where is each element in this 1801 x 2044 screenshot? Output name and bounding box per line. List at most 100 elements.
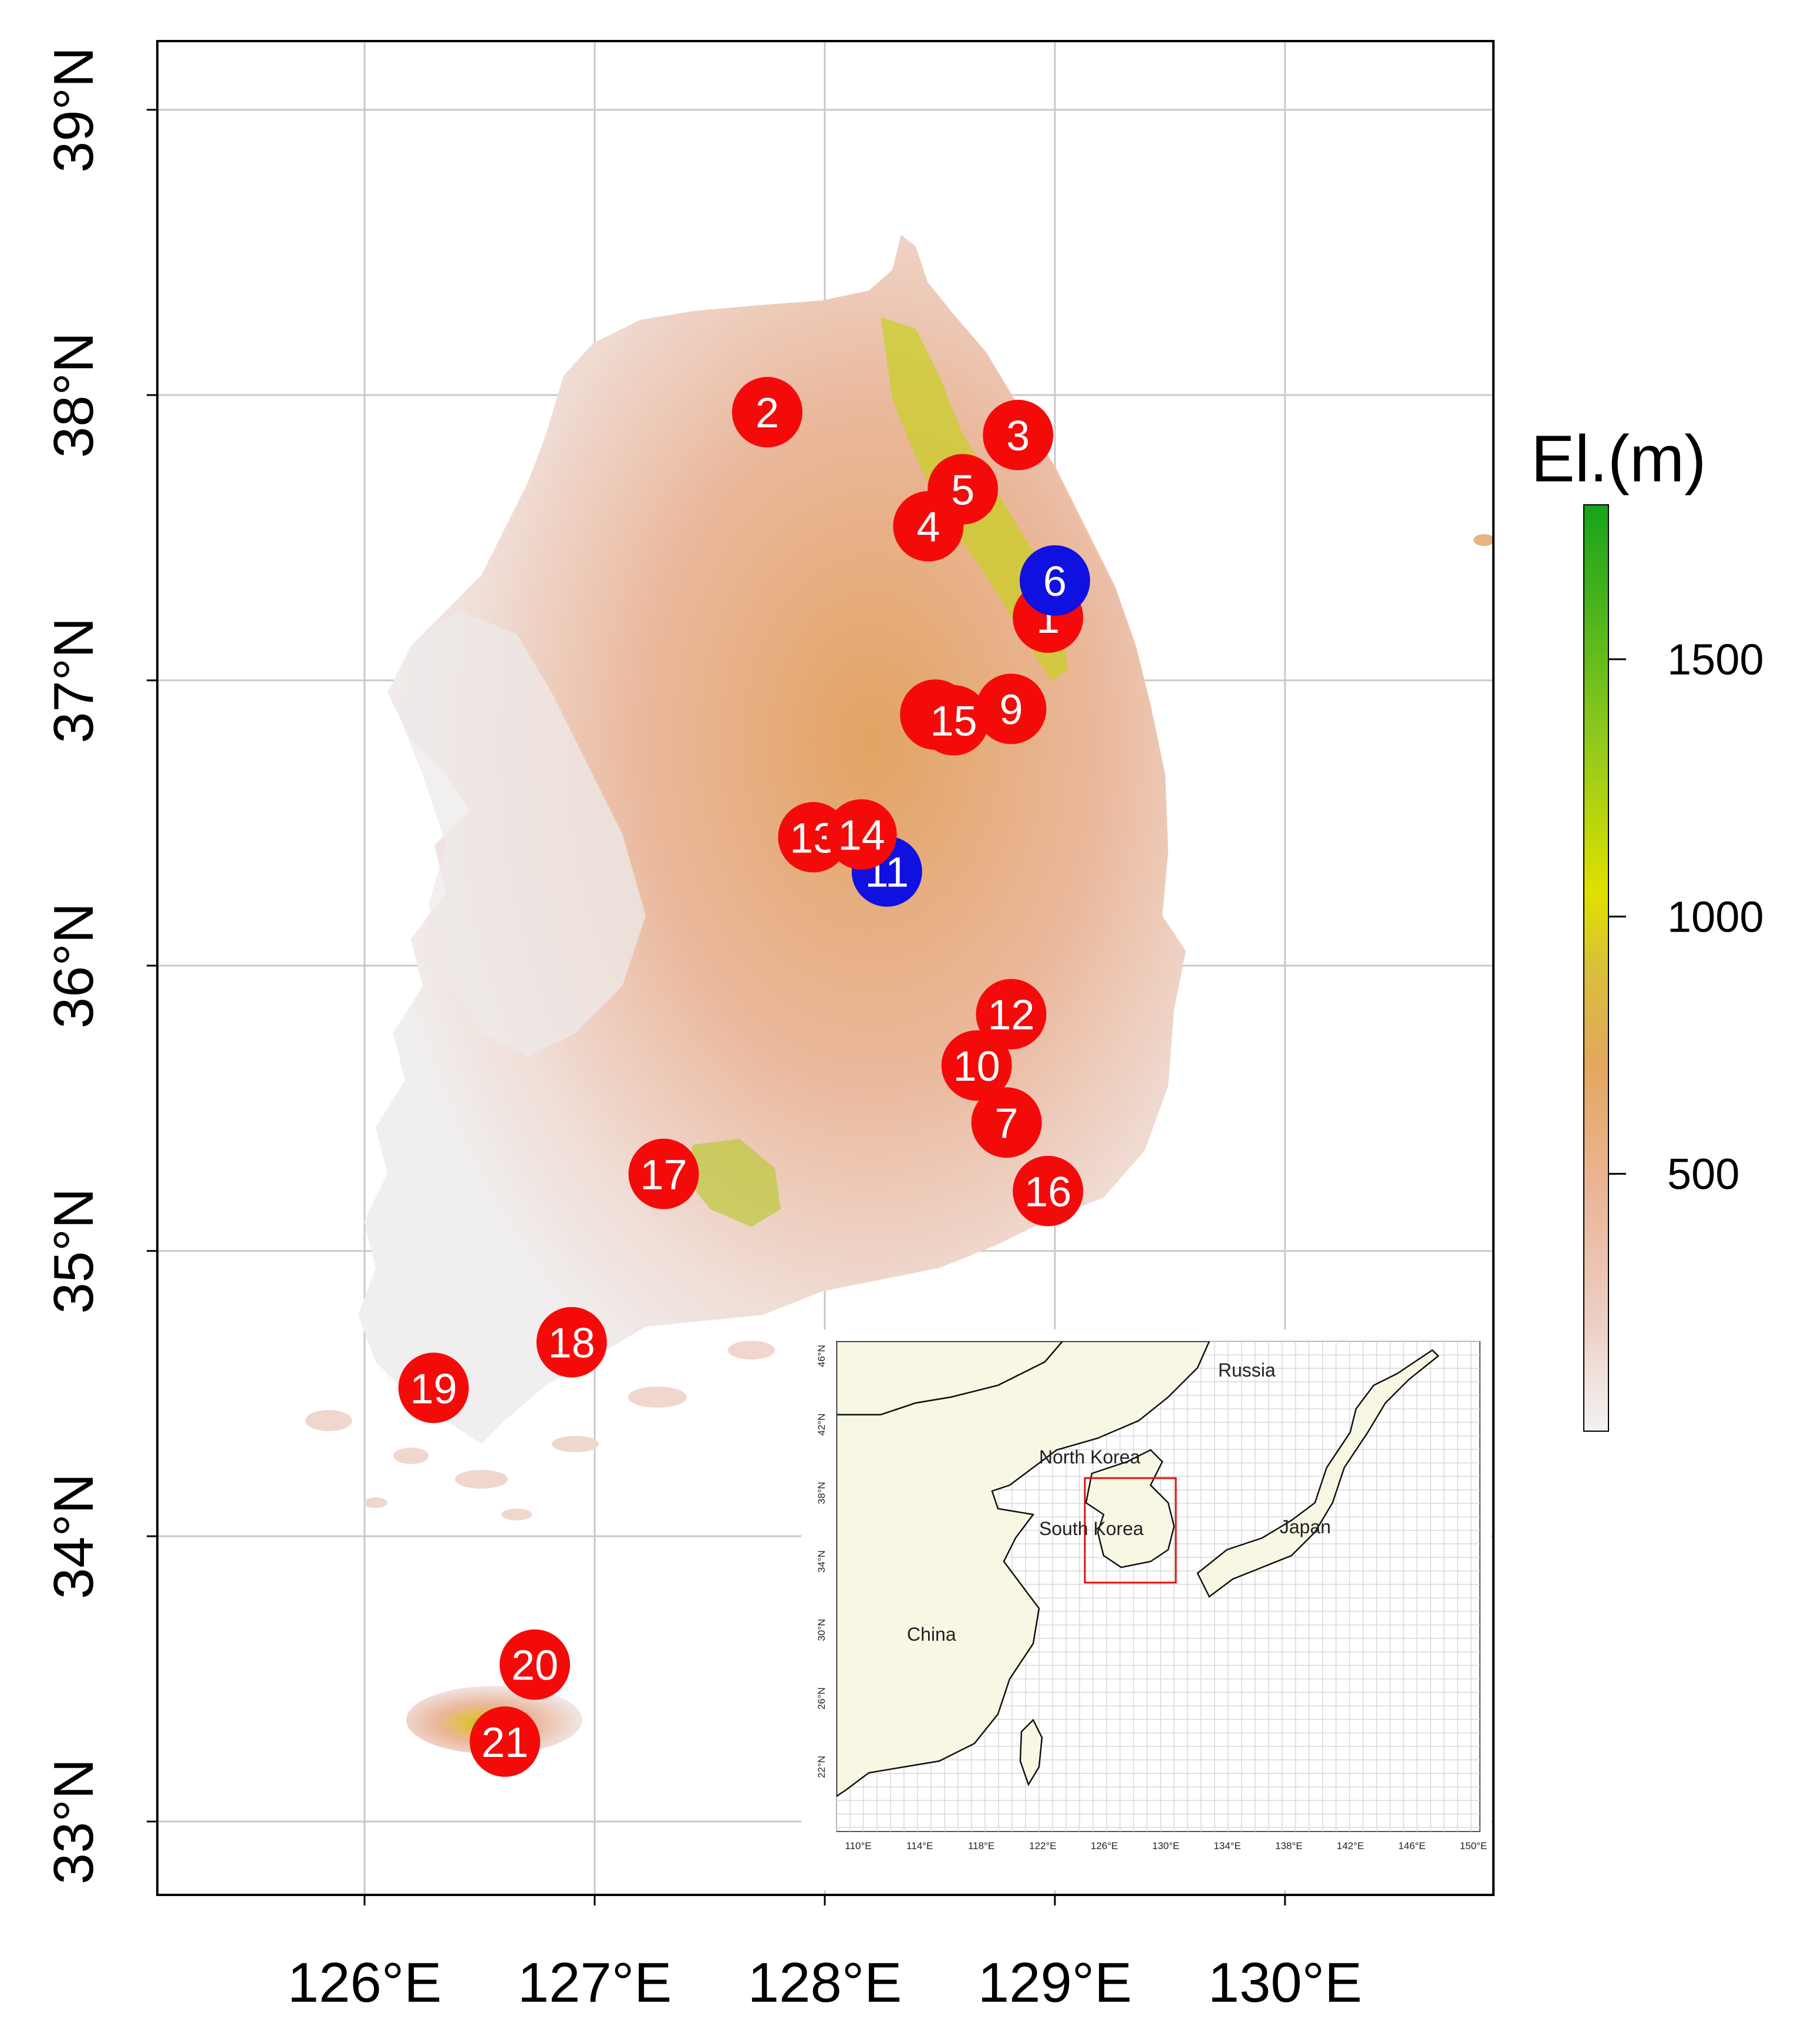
inset-latitude-ticks: 22°N 26°N 30°N 34°N 38°N 42°N 46°N <box>816 1345 827 1778</box>
legend-tick-label: 1500 <box>1667 635 1764 684</box>
inset-lat-tick: 34°N <box>816 1550 827 1573</box>
lat-tick-label: 34°N <box>42 1473 105 1600</box>
site-label: 5 <box>951 467 974 514</box>
site-label: 17 <box>640 1152 687 1199</box>
site-marker-12: 12 <box>976 979 1047 1050</box>
lon-tick-label: 130°E <box>1208 1951 1362 2014</box>
inset-label-china: China <box>907 1624 956 1645</box>
legend-tick-label: 500 <box>1667 1150 1739 1199</box>
inset-longitude-ticks: 110°E 114°E 118°E 122°E 126°E 130°E 134°E 138°E… <box>845 1840 1487 1851</box>
inset-lon-tick: 142°E <box>1337 1840 1364 1851</box>
inset-lon-tick: 130°E <box>1152 1840 1180 1851</box>
site-marker-3: 3 <box>983 400 1054 471</box>
site-dot <box>941 1030 1012 1101</box>
site-label: 6 <box>1043 558 1067 605</box>
lat-tick-label: 33°N <box>42 1759 105 1885</box>
inset-lat-tick: 42°N <box>816 1414 827 1436</box>
site-dot <box>732 377 802 448</box>
site-markers: 123456789101112131415161718192021 <box>398 377 1090 1777</box>
inset-lon-tick: 122°E <box>1029 1840 1057 1851</box>
site-marker-2: 2 <box>732 377 802 448</box>
inset-lon-tick: 110°E <box>845 1840 871 1851</box>
site-marker-21: 21 <box>470 1706 541 1777</box>
site-dot <box>628 1138 699 1209</box>
site-label: 14 <box>838 812 885 859</box>
lon-tick-label: 129°E <box>978 1951 1132 2014</box>
longitude-tick-labels: 126°E 127°E 128°E 129°E 130°E <box>288 1895 1362 2014</box>
inset-lat-tick: 22°N <box>816 1756 827 1778</box>
site-dot <box>470 1706 541 1777</box>
site-dot <box>1013 1155 1084 1226</box>
inset-land-japan <box>1196 1349 1439 1598</box>
site-marker-9: 9 <box>976 673 1047 744</box>
inset-lon-tick: 138°E <box>1275 1840 1303 1851</box>
site-label: 19 <box>410 1365 457 1412</box>
west-lowland-overlay <box>399 610 646 1057</box>
inset-lon-tick: 146°E <box>1398 1840 1426 1851</box>
inset-land-korea <box>1085 1449 1175 1569</box>
site-label: 3 <box>1006 413 1030 460</box>
lat-tick-label: 36°N <box>42 903 105 1029</box>
south-islands <box>305 1341 775 1520</box>
lat-tick-label: 35°N <box>42 1188 105 1314</box>
lon-tick-label: 127°E <box>518 1951 672 2014</box>
site-label: 21 <box>481 1719 528 1766</box>
site-label: 16 <box>1024 1169 1071 1216</box>
site-marker-7: 7 <box>971 1087 1042 1158</box>
inset-lat-tick: 46°N <box>816 1345 827 1367</box>
inset-label-russia: Russia <box>1218 1360 1276 1381</box>
site-label: 20 <box>511 1642 558 1689</box>
inset-lat-tick: 30°N <box>816 1619 827 1641</box>
site-dot <box>500 1629 571 1700</box>
site-marker-18: 18 <box>536 1307 607 1378</box>
site-label: 12 <box>987 992 1034 1039</box>
site-dot <box>536 1307 607 1378</box>
inset-lon-tick: 118°E <box>968 1840 994 1851</box>
site-label: 10 <box>953 1043 1000 1090</box>
site-label: 15 <box>930 698 977 745</box>
site-dot <box>971 1087 1042 1158</box>
site-dot <box>1020 545 1090 616</box>
site-dot <box>398 1352 469 1424</box>
inset-label-japan: Japan <box>1280 1516 1331 1537</box>
elevation-legend: El.(m) 500 1000 1500 <box>1531 422 1764 1432</box>
inset-lat-tick: 26°N <box>816 1687 827 1709</box>
site-marker-20: 20 <box>500 1629 571 1700</box>
legend-tick-labels: 500 1000 1500 <box>1608 635 1764 1199</box>
lat-tick-label: 39°N <box>42 47 105 173</box>
inset-land-taiwan <box>1019 1718 1043 1786</box>
inset-label-north-korea: North Korea <box>1039 1446 1141 1468</box>
site-label: 2 <box>756 390 779 437</box>
site-dot <box>918 685 989 756</box>
jiri-ridge-green <box>687 1139 781 1227</box>
study-area-box <box>1084 1477 1177 1584</box>
site-dot <box>928 454 999 525</box>
site-marker-10: 10 <box>941 1030 1012 1101</box>
inset-lat-tick: 38°N <box>816 1482 827 1504</box>
lon-tick-label: 126°E <box>288 1951 442 2014</box>
east-islet <box>1473 534 1493 546</box>
lat-tick-label: 37°N <box>42 618 105 744</box>
inset-label-south-korea: South Korea <box>1039 1518 1144 1539</box>
inset-lon-tick: 114°E <box>906 1840 933 1851</box>
site-marker-14: 14 <box>826 799 897 870</box>
site-label: 7 <box>995 1100 1018 1147</box>
inset-land-china <box>837 1341 1210 1797</box>
inset-map: Russia North Korea South Korea Japan Chi… <box>801 1330 1491 1890</box>
site-marker-5: 5 <box>928 454 999 525</box>
site-dot <box>983 400 1054 471</box>
site-label: 18 <box>548 1320 595 1367</box>
site-marker-17: 17 <box>628 1138 699 1209</box>
legend-tick-label: 1000 <box>1667 892 1764 941</box>
site-dot <box>976 673 1047 744</box>
site-dot <box>976 979 1047 1050</box>
site-marker-15: 15 <box>918 685 989 756</box>
latitude-tick-labels: 33°N 34°N 35°N 36°N 37°N 38°N 39°N <box>42 47 157 1885</box>
site-marker-19: 19 <box>398 1352 469 1424</box>
site-label: 9 <box>999 687 1023 734</box>
inset-lon-tick: 126°E <box>1091 1840 1118 1851</box>
lon-tick-label: 128°E <box>748 1951 902 2014</box>
inset-lon-tick: 134°E <box>1214 1840 1242 1851</box>
site-marker-16: 16 <box>1013 1155 1084 1226</box>
